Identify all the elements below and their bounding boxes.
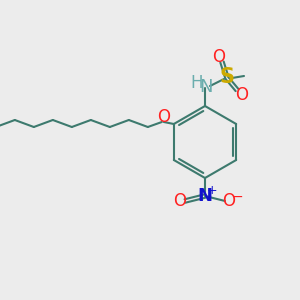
Text: O: O xyxy=(157,108,170,126)
Text: O: O xyxy=(236,86,248,104)
Text: N: N xyxy=(199,78,213,96)
Text: −: − xyxy=(231,190,243,204)
Text: O: O xyxy=(223,192,236,210)
Text: +: + xyxy=(207,184,217,197)
Text: O: O xyxy=(173,192,187,210)
Text: H: H xyxy=(191,74,203,92)
Text: N: N xyxy=(197,187,212,205)
Text: S: S xyxy=(220,67,235,87)
Text: O: O xyxy=(212,48,226,66)
